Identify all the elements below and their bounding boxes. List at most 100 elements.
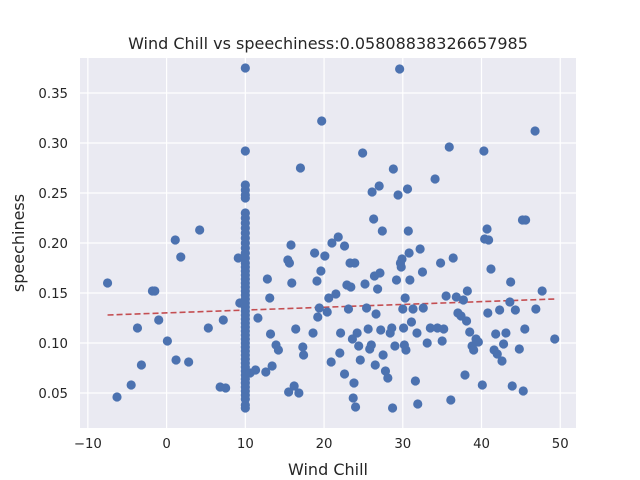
data-point — [461, 316, 472, 326]
y-tick-label: 0.10 — [38, 337, 68, 352]
data-point — [430, 174, 440, 184]
data-point — [406, 317, 417, 327]
data-point — [314, 303, 324, 313]
data-point — [320, 251, 330, 261]
data-point — [366, 340, 376, 350]
data-point — [369, 214, 379, 224]
data-point — [375, 268, 385, 278]
data-point — [322, 307, 332, 317]
data-point — [383, 373, 393, 383]
x-axis-ticks: −10 0 10 20 30 40 50 — [74, 437, 569, 452]
data-point — [479, 146, 489, 156]
data-point — [335, 348, 345, 358]
data-point — [521, 215, 531, 225]
data-point — [374, 181, 384, 191]
data-point — [195, 225, 205, 235]
data-point — [261, 367, 271, 377]
data-point — [492, 349, 502, 359]
data-point — [203, 323, 213, 333]
data-point — [408, 304, 418, 314]
data-point — [387, 323, 397, 333]
data-point — [448, 253, 458, 263]
data-point — [484, 235, 494, 245]
data-point — [514, 344, 524, 354]
data-point — [495, 305, 505, 315]
trend-line-group — [107, 298, 555, 316]
data-point — [176, 252, 186, 262]
trend-line — [107, 298, 555, 316]
data-point — [507, 381, 517, 391]
data-point — [240, 403, 250, 413]
data-point — [482, 224, 492, 234]
data-point — [550, 334, 560, 344]
data-point — [412, 328, 422, 338]
data-point — [233, 253, 243, 263]
data-point — [102, 278, 113, 288]
data-point — [397, 254, 407, 264]
data-point — [520, 324, 530, 334]
data-point — [531, 304, 541, 314]
data-point — [326, 357, 336, 367]
data-point — [317, 116, 327, 126]
data-point — [395, 64, 405, 74]
data-point — [240, 63, 250, 73]
data-point — [132, 323, 143, 333]
data-point — [286, 240, 296, 250]
data-point — [477, 380, 487, 390]
data-point — [418, 303, 428, 313]
data-point — [518, 386, 528, 396]
data-point — [352, 328, 362, 338]
data-point — [240, 146, 250, 156]
y-tick-label: 0.35 — [38, 87, 68, 102]
data-point — [425, 323, 435, 333]
data-point — [298, 342, 308, 352]
data-point — [360, 279, 370, 289]
data-point — [154, 315, 164, 325]
data-point — [435, 258, 446, 268]
data-point — [218, 315, 228, 325]
data-point — [402, 184, 413, 194]
data-point — [253, 313, 263, 323]
data-point — [267, 361, 277, 371]
data-point — [331, 289, 341, 299]
data-point — [417, 267, 428, 277]
data-point — [390, 341, 400, 351]
data-point — [112, 392, 122, 402]
data-point — [349, 378, 359, 388]
x-tick-label: 50 — [552, 437, 569, 452]
data-point — [398, 304, 408, 314]
data-point — [510, 305, 520, 315]
data-point — [184, 357, 194, 367]
data-point — [126, 380, 136, 390]
data-point — [358, 148, 368, 158]
data-point — [422, 338, 432, 348]
y-axis-ticks: 0.05 0.10 0.15 0.20 0.25 0.30 0.35 — [38, 87, 68, 402]
data-point — [294, 388, 304, 398]
data-point — [404, 248, 414, 258]
y-tick-label: 0.20 — [38, 237, 68, 252]
data-point — [298, 350, 309, 360]
x-tick-label: 10 — [237, 437, 254, 452]
data-point — [324, 293, 334, 303]
data-point — [537, 286, 547, 296]
data-point — [370, 360, 380, 370]
data-point — [240, 193, 250, 203]
data-point — [287, 278, 297, 288]
data-point — [339, 369, 350, 379]
data-point — [295, 163, 306, 173]
data-point — [446, 395, 456, 405]
data-point — [265, 329, 276, 339]
data-point — [378, 350, 388, 360]
data-point — [373, 284, 383, 294]
data-point — [346, 282, 356, 292]
data-point — [506, 277, 516, 287]
data-point — [310, 248, 320, 258]
data-point — [498, 339, 509, 349]
data-point — [393, 190, 403, 200]
data-point — [530, 126, 540, 136]
data-point — [483, 308, 493, 318]
data-point — [354, 341, 364, 351]
data-point — [221, 383, 231, 393]
data-point — [136, 360, 147, 370]
data-point — [343, 304, 354, 314]
